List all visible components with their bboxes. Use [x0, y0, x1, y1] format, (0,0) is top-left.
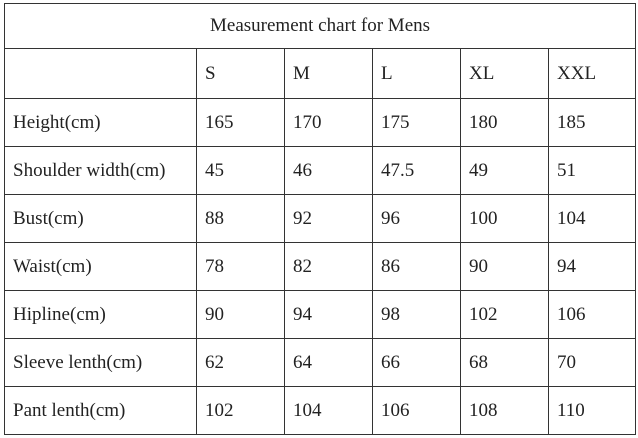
cell: 78	[196, 242, 285, 291]
measurement-table: Measurement chart for Mens S M L XL XXL Heigh…	[3, 3, 637, 435]
cell: 88	[196, 194, 285, 243]
data-row: Bust(cm) 88 92 96 100 104	[4, 194, 637, 243]
cell: 106	[372, 386, 461, 435]
row-label: Pant lenth(cm)	[4, 386, 197, 435]
data-row: Pant lenth(cm) 102 104 106 108 110	[4, 386, 637, 435]
corner-cell	[4, 48, 197, 99]
cell: 92	[284, 194, 373, 243]
column-header: M	[284, 48, 373, 99]
row-label: Hipline(cm)	[4, 290, 197, 339]
cell: 51	[547, 146, 637, 195]
cell: 47.5	[372, 146, 461, 195]
cell: 70	[547, 338, 637, 387]
data-row: Sleeve lenth(cm) 62 64 66 68 70	[4, 338, 637, 387]
cell: 108	[460, 386, 549, 435]
cell: 90	[196, 290, 285, 339]
data-row: Waist(cm) 78 82 86 90 94	[4, 242, 637, 291]
cell: 104	[284, 386, 373, 435]
table-title: Measurement chart for Mens	[3, 3, 637, 49]
data-row: Hipline(cm) 90 94 98 102 106	[4, 290, 637, 339]
cell: 46	[284, 146, 373, 195]
column-header: XL	[460, 48, 549, 99]
cell: 64	[284, 338, 373, 387]
row-label: Bust(cm)	[4, 194, 197, 243]
row-label: Waist(cm)	[4, 242, 197, 291]
cell: 185	[547, 98, 637, 147]
cell: 49	[460, 146, 549, 195]
title-row: Measurement chart for Mens	[3, 3, 637, 49]
cell: 94	[547, 242, 637, 291]
cell: 62	[196, 338, 285, 387]
row-label: Shoulder width(cm)	[4, 146, 197, 195]
cell: 102	[196, 386, 285, 435]
cell: 94	[284, 290, 373, 339]
cell: 165	[196, 98, 285, 147]
row-label: Height(cm)	[4, 98, 197, 147]
data-row: Shoulder width(cm) 45 46 47.5 49 51	[4, 146, 637, 195]
cell: 66	[372, 338, 461, 387]
cell: 106	[547, 290, 637, 339]
column-header: S	[196, 48, 285, 99]
cell: 180	[460, 98, 549, 147]
column-header: XXL	[547, 48, 637, 99]
cell: 82	[284, 242, 373, 291]
cell: 100	[460, 194, 549, 243]
cell: 110	[547, 386, 637, 435]
cell: 102	[460, 290, 549, 339]
cell: 98	[372, 290, 461, 339]
cell: 86	[372, 242, 461, 291]
cell: 45	[196, 146, 285, 195]
table-body: Measurement chart for Mens S M L XL XXL Heigh…	[3, 3, 637, 435]
column-header: L	[372, 48, 461, 99]
cell: 68	[460, 338, 549, 387]
cell: 175	[372, 98, 461, 147]
data-row: Height(cm) 165 170 175 180 185	[4, 98, 637, 147]
header-row: S M L XL XXL	[4, 48, 637, 99]
cell: 170	[284, 98, 373, 147]
row-label: Sleeve lenth(cm)	[4, 338, 197, 387]
cell: 96	[372, 194, 461, 243]
cell: 104	[547, 194, 637, 243]
cell: 90	[460, 242, 549, 291]
